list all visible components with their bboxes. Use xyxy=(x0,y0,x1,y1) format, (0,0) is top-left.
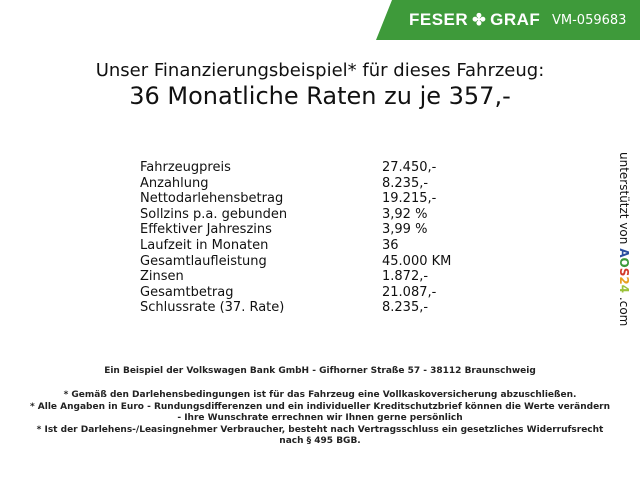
header-banner xyxy=(376,0,640,40)
row-label: Schlussrate (37. Rate) xyxy=(140,300,285,316)
table-row: Zinsen 1.872,- xyxy=(140,269,470,285)
row-value: 8.235,- xyxy=(382,175,429,191)
table-row: Nettodarlehensbetrag 19.215,- xyxy=(140,191,470,207)
row-label: Effektiver Jahreszins xyxy=(140,222,272,238)
sponsor-text: unterstützt von AOS24 .com xyxy=(617,152,631,326)
table-row: Anzahlung 8.235,- xyxy=(140,176,470,192)
row-value: 19.215,- xyxy=(382,191,437,207)
vehicle-id: VM-059683 xyxy=(552,13,627,28)
table-row: Sollzins p.a. gebunden 3,92 % xyxy=(140,207,470,223)
bank-info: Ein Beispiel der Volkswagen Bank GmbH - … xyxy=(104,366,536,376)
table-row: Gesamtbetrag 21.087,- xyxy=(140,285,470,301)
row-value: 21.087,- xyxy=(382,284,437,300)
row-value: 27.450,- xyxy=(382,160,437,175)
row-value: 3,92 % xyxy=(382,206,428,222)
table-row: Laufzeit in Monaten 36 xyxy=(140,238,470,254)
table-row: Schlussrate (37. Rate) 8.235,- xyxy=(140,300,470,316)
footnote-2b: - Ihre Wunschrate errechnen wir Ihnen ge… xyxy=(177,413,463,423)
title-line2: 36 Monatliche Raten zu je 357,- xyxy=(129,82,511,110)
brand-logo: FESER ✤ GRAF xyxy=(409,10,540,30)
row-value: 1.872,- xyxy=(382,269,429,285)
table-row: Effektiver Jahreszins 3,99 % xyxy=(140,222,470,238)
aos24-logo: AOS24 xyxy=(617,248,631,294)
row-label: Fahrzeugpreis xyxy=(140,160,231,175)
row-label: Nettodarlehensbetrag xyxy=(140,191,284,207)
table-row: Fahrzeugpreis 27.450,- xyxy=(140,160,470,176)
row-label: Anzahlung xyxy=(140,175,209,191)
sponsor-suffix: .com xyxy=(617,296,631,327)
row-label: Laufzeit in Monaten xyxy=(140,237,269,253)
brand-right: GRAF xyxy=(490,10,541,29)
brand-left: FESER xyxy=(409,10,469,29)
row-value: 8.235,- xyxy=(382,300,429,316)
footnote-2a: * Alle Angaben in Euro - Rundungsdiffere… xyxy=(29,402,611,412)
row-value: 45.000 KM xyxy=(382,253,452,269)
footnote-3a: * Ist der Darlehens-/Leasingnehmer Verbr… xyxy=(36,425,604,435)
row-label: Sollzins p.a. gebunden xyxy=(140,206,288,222)
title-line1: Unser Finanzierungsbeispiel* für dieses … xyxy=(95,60,545,81)
sponsor-prefix: unterstützt von xyxy=(617,152,631,245)
row-label: Zinsen xyxy=(140,269,184,285)
row-label: Gesamtbetrag xyxy=(140,284,234,300)
finance-table: Fahrzeugpreis 27.450,- Anzahlung 8.235,- N… xyxy=(140,160,470,316)
footnote-3b: nach § 495 BGB. xyxy=(279,436,361,446)
row-value: 3,99 % xyxy=(382,222,428,238)
clover-icon: ✤ xyxy=(472,12,487,29)
row-label: Gesamtlaufleistung xyxy=(140,253,267,269)
footnote-1: * Gemäß den Darlehensbedingungen ist für… xyxy=(63,390,577,400)
row-value: 36 xyxy=(382,237,399,253)
table-row: Gesamtlaufleistung 45.000 KM xyxy=(140,254,470,270)
